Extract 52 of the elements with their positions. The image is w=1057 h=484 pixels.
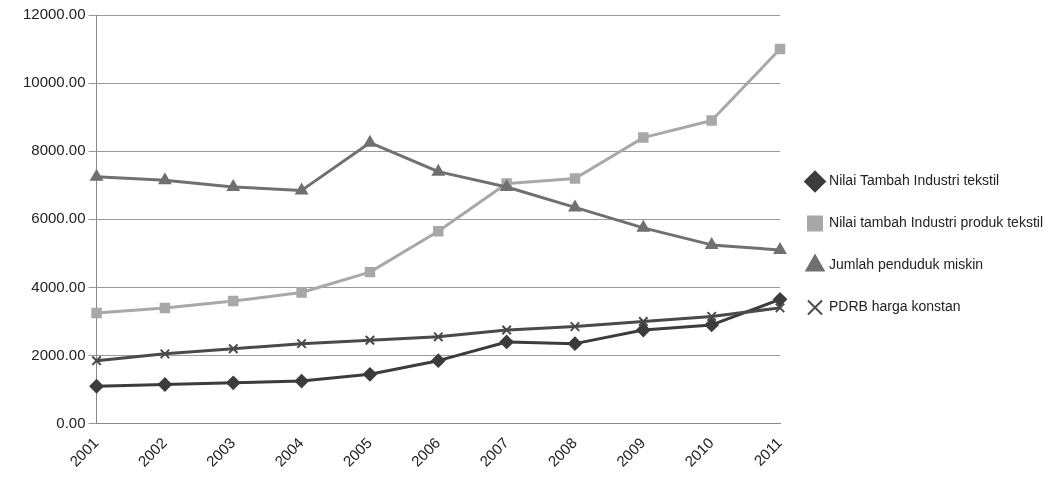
point [432, 164, 445, 176]
point [704, 317, 719, 332]
point [433, 226, 444, 237]
point [89, 379, 104, 394]
point [159, 302, 171, 314]
legend-label: Nilai Tambah Industri tekstil [829, 172, 1000, 189]
point [295, 183, 308, 195]
point [159, 348, 171, 360]
point [569, 321, 581, 332]
legend-label: PDRB harga konstan [829, 298, 961, 315]
point [705, 237, 718, 249]
point [90, 169, 103, 181]
point [638, 316, 649, 327]
point [569, 173, 581, 184]
point [567, 336, 582, 351]
point [499, 334, 514, 349]
point [706, 115, 717, 126]
point [637, 220, 650, 232]
point [364, 266, 376, 278]
point [296, 338, 307, 349]
point [228, 295, 239, 307]
point [364, 335, 376, 346]
legend-label: Jumlah penduduk miskin [829, 256, 984, 273]
y-tick-label: 6000.00 [31, 209, 86, 227]
point [501, 324, 512, 336]
y-tick-label: 2000.00 [31, 345, 86, 363]
point [706, 311, 717, 322]
point [363, 135, 377, 147]
point [226, 375, 241, 390]
point [774, 302, 786, 314]
point [296, 287, 307, 298]
point [228, 343, 239, 354]
point [362, 367, 377, 382]
point [294, 374, 309, 389]
y-tick-label: 8000.00 [31, 141, 86, 159]
point [774, 43, 786, 55]
point [433, 331, 444, 343]
point [636, 323, 651, 338]
point [638, 132, 649, 143]
y-tick-label: 4000.00 [31, 277, 86, 295]
point [227, 179, 240, 191]
point [773, 292, 788, 307]
point [157, 377, 172, 392]
point [773, 242, 787, 254]
y-tick-label: 10000.00 [22, 73, 86, 91]
point [568, 200, 582, 212]
y-tick-label: 12000.00 [22, 5, 86, 23]
legend-label: Nilai tambah Industri produk tekstil [829, 214, 1044, 231]
point [91, 307, 102, 319]
point [431, 353, 446, 368]
y-tick-label: 0.00 [56, 413, 86, 431]
point [158, 173, 172, 185]
